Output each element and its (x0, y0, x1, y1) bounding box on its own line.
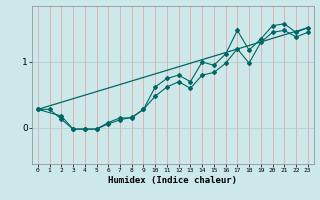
X-axis label: Humidex (Indice chaleur): Humidex (Indice chaleur) (108, 176, 237, 185)
